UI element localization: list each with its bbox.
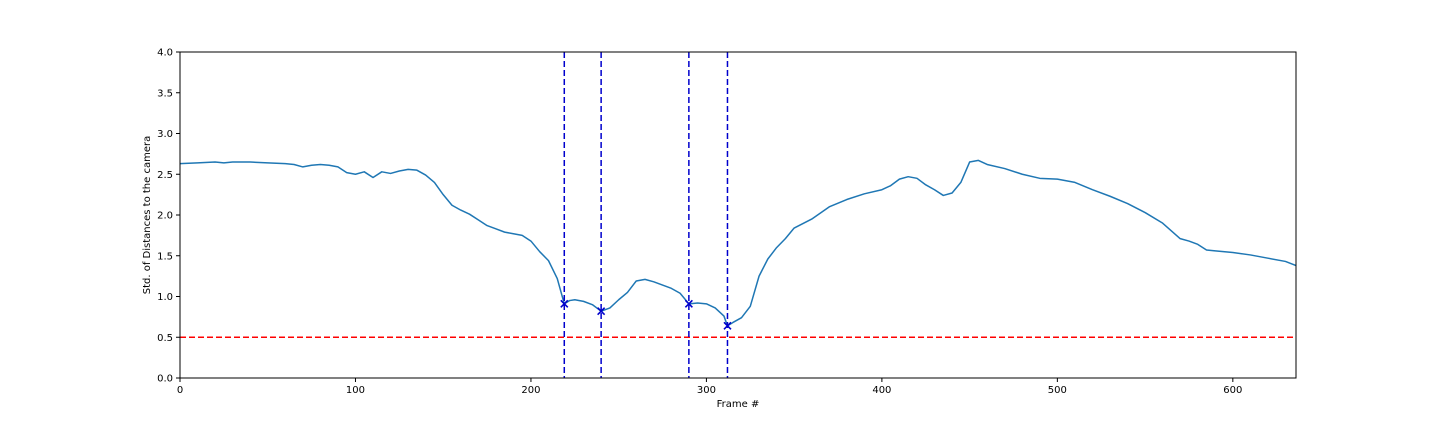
point-marker-3 (723, 321, 732, 330)
x-axis-label: Frame # (717, 399, 760, 410)
y-tick-label-2: 1.0 (157, 292, 173, 303)
y-tick-label-6: 3.0 (157, 129, 173, 140)
x-tick-label-0: 0 (177, 385, 183, 396)
y-tick-label-4: 2.0 (157, 211, 173, 222)
series-line-0 (180, 159, 1296, 327)
x-tick-label-6: 600 (1223, 385, 1242, 396)
x-tick-label-1: 100 (346, 385, 365, 396)
point-marker-0 (560, 299, 569, 308)
y-tick-label-3: 1.5 (157, 251, 173, 262)
y-axis-label: Std. of Distances to the camera (142, 136, 153, 294)
y-tick-label-1: 0.5 (157, 333, 173, 344)
y-tick-label-8: 4.0 (157, 48, 173, 59)
x-tick-label-5: 500 (1048, 385, 1067, 396)
y-tick-label-5: 2.5 (157, 170, 173, 181)
x-tick-label-4: 400 (872, 385, 891, 396)
y-tick-label-7: 3.5 (157, 88, 173, 99)
point-marker-2 (684, 299, 693, 308)
y-tick-label-0: 0.0 (157, 374, 173, 385)
plot-area: 0 100 200 300 400 500 600 0.0 0.5 1.0 1.5 2.0 2.5 3.0… (157, 48, 1297, 396)
x-tick-label-2: 200 (521, 385, 540, 396)
x-tick-label-3: 300 (697, 385, 716, 396)
point-marker-1 (597, 307, 606, 316)
